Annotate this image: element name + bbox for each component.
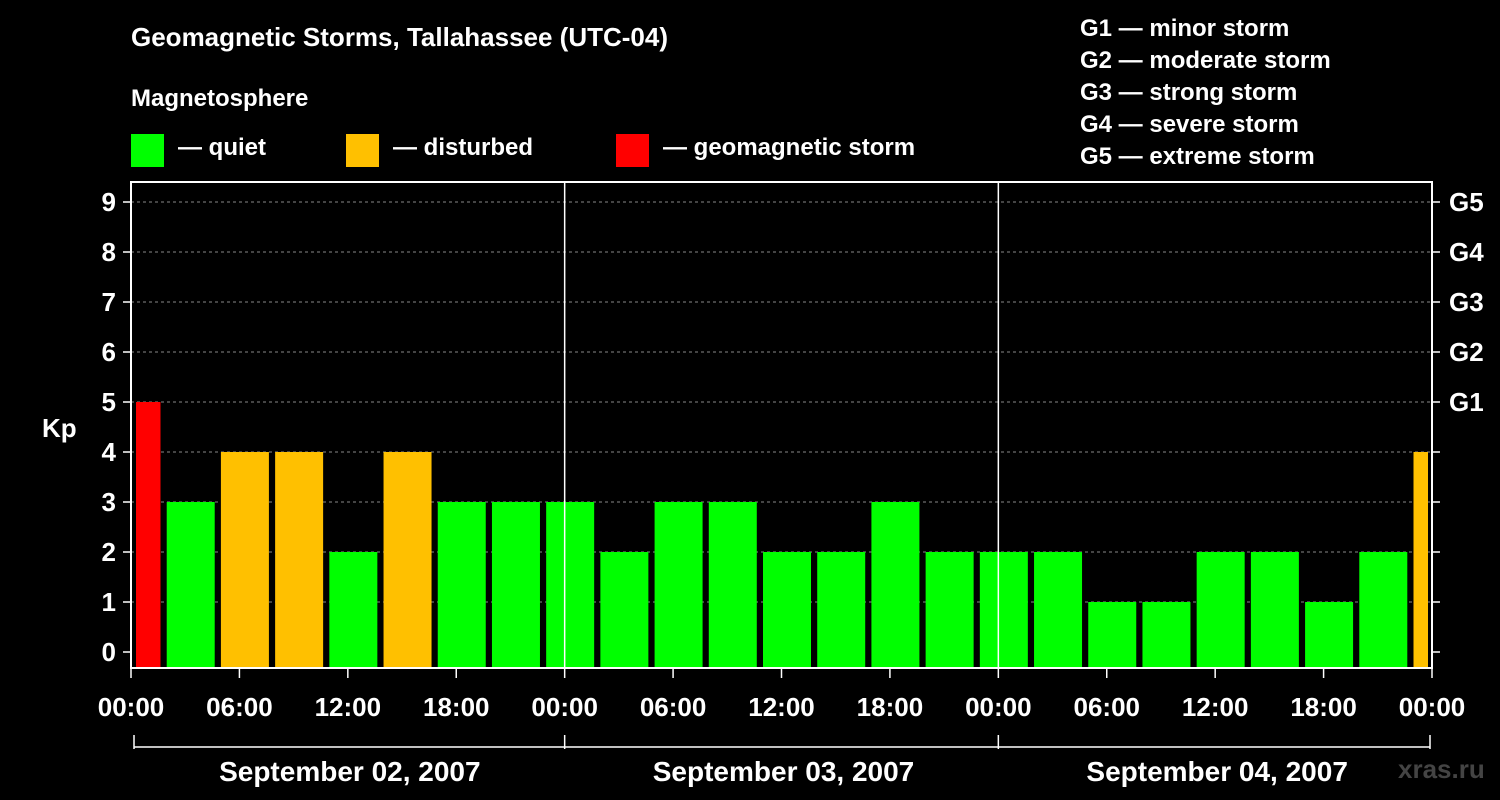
bar — [329, 552, 378, 668]
x-tick-label: 06:00 — [1074, 692, 1141, 722]
x-tick-label: 00:00 — [98, 692, 165, 722]
bar — [166, 502, 215, 668]
g-level-label: G1 — [1449, 387, 1484, 417]
bar — [708, 502, 757, 668]
bar — [1088, 602, 1137, 668]
legend-swatch-storm — [616, 134, 649, 167]
day-label: September 03, 2007 — [653, 756, 915, 787]
x-tick-label: 12:00 — [748, 692, 815, 722]
g-scale-g3: G3 — strong storm — [1080, 79, 1298, 106]
bar — [600, 552, 649, 668]
g-level-label: G4 — [1449, 237, 1484, 267]
g-scale-legend: G1 — minor storm G2 — moderate storm G3 … — [1080, 14, 1331, 174]
bar — [437, 502, 486, 668]
x-tick-label: 00:00 — [965, 692, 1032, 722]
x-tick-label: 12:00 — [1182, 692, 1249, 722]
bar — [220, 452, 269, 668]
legend-label-storm: — geomagnetic storm — [663, 134, 916, 161]
y-tick-label: 8 — [102, 237, 116, 267]
y-tick-label: 1 — [102, 587, 116, 617]
x-tick-label: 00:00 — [531, 692, 598, 722]
x-tick-label: 18:00 — [423, 692, 490, 722]
x-tick-label: 06:00 — [640, 692, 707, 722]
g-level-label: G2 — [1449, 337, 1484, 367]
y-axis-label: Kp — [42, 413, 77, 443]
bar — [871, 502, 920, 668]
bar — [1305, 602, 1354, 668]
y-tick-label: 6 — [102, 337, 116, 367]
bar — [383, 452, 432, 668]
bar — [925, 552, 974, 668]
legend-heading: Magnetosphere — [131, 85, 309, 112]
x-tick-label: 00:00 — [1399, 692, 1466, 722]
bar — [275, 452, 324, 668]
x-tick-label: 12:00 — [315, 692, 382, 722]
bar — [136, 402, 161, 668]
chart-title: Geomagnetic Storms, Tallahassee (UTC-04) — [131, 22, 669, 52]
bar — [491, 502, 540, 668]
y-tick-label: 2 — [102, 537, 116, 567]
x-tick-label: 18:00 — [857, 692, 924, 722]
g-level-label: G5 — [1449, 187, 1484, 217]
bar — [1196, 552, 1245, 668]
bar — [1413, 452, 1428, 668]
bar — [546, 502, 595, 668]
legend-label-disturbed: — disturbed — [393, 134, 534, 161]
legend-swatch-disturbed — [346, 134, 379, 167]
y-tick-label: 0 — [102, 637, 116, 667]
bar — [1034, 552, 1083, 668]
x-tick-label: 06:00 — [206, 692, 273, 722]
bar — [1142, 602, 1191, 668]
bar — [1250, 552, 1299, 668]
bar — [763, 552, 811, 668]
bar — [1359, 552, 1408, 668]
watermark: xras.ru — [1398, 754, 1485, 784]
y-tick-label: 4 — [102, 437, 117, 467]
day-label: September 04, 2007 — [1086, 756, 1348, 787]
y-tick-label: 9 — [102, 187, 116, 217]
g-level-label: G3 — [1449, 287, 1484, 317]
legend-label-quiet: — quiet — [178, 134, 266, 161]
y-tick-label: 3 — [102, 487, 116, 517]
g-scale-g4: G4 — severe storm — [1080, 111, 1299, 138]
x-tick-label: 18:00 — [1290, 692, 1357, 722]
g-scale-g2: G2 — moderate storm — [1080, 47, 1331, 74]
legend-swatch-quiet — [131, 134, 164, 167]
bar — [654, 502, 703, 668]
y-tick-label: 7 — [102, 287, 116, 317]
g-scale-g5: G5 — extreme storm — [1080, 143, 1315, 170]
bar — [817, 552, 866, 668]
day-label: September 02, 2007 — [219, 756, 481, 787]
y-tick-label: 5 — [102, 387, 116, 417]
bar — [979, 552, 1028, 668]
g-scale-g1: G1 — minor storm — [1080, 15, 1290, 42]
